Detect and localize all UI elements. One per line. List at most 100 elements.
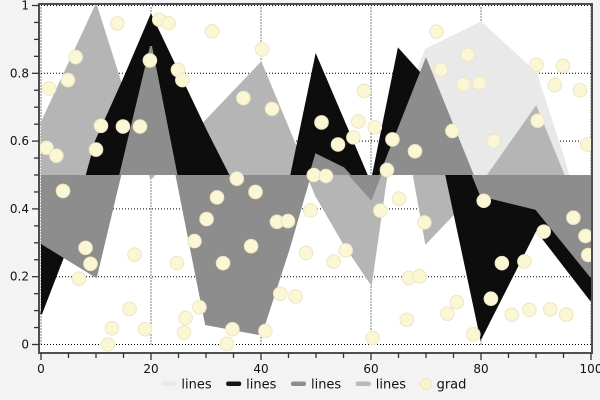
scatter-dot (314, 115, 329, 130)
y-tick-label: 0.4 (10, 202, 29, 216)
scatter-dot (517, 254, 532, 269)
scatter-dot (229, 171, 245, 187)
scatter-dot (280, 213, 296, 229)
scatter-dot (55, 183, 71, 199)
scatter-dot (272, 286, 288, 301)
scatter-dot (161, 15, 176, 31)
scatter-dot (100, 337, 116, 352)
legend-line-marker-0 (161, 381, 177, 386)
legend-label-2: lines (311, 378, 341, 393)
scatter-dot (175, 72, 190, 88)
area-series-0 (41, 22, 591, 260)
scatter-dot (219, 336, 235, 352)
x-tick-label: 0 (37, 362, 45, 376)
scatter-dot (326, 254, 341, 269)
scatter-dot (303, 202, 318, 218)
scatter-dot (137, 321, 153, 337)
x-tick-label: 20 (143, 362, 158, 376)
scatter-dot (579, 137, 592, 152)
scatter-dot (122, 301, 137, 317)
y-tick-label: 1 (21, 0, 29, 13)
scatter-dot (49, 148, 64, 163)
x-tick-label: 100 (580, 362, 600, 376)
scatter-dot (449, 294, 465, 310)
y-tick-label: 0.6 (10, 134, 29, 148)
legend-line-marker-1 (226, 381, 242, 386)
scatter-dot (204, 23, 220, 39)
scatter-dot (536, 224, 552, 239)
scatter-dot (456, 77, 471, 92)
scatter-dot (258, 323, 273, 339)
scatter-dot (530, 113, 545, 129)
scatter-dot (367, 119, 383, 135)
legend-line-marker-3 (355, 381, 371, 386)
scatter-dot (264, 101, 280, 117)
scatter-dot (391, 191, 407, 207)
scatter-dot (127, 247, 142, 262)
legend-label-0: lines (181, 378, 211, 393)
scatter-dot (578, 228, 592, 244)
scatter-dot (476, 193, 492, 209)
scatter-dot (215, 255, 231, 271)
scatter-dot (41, 81, 57, 96)
scatter-dot (460, 47, 476, 62)
scatter-dot (298, 245, 314, 261)
scatter-dot (412, 269, 427, 284)
scatter-dot (407, 143, 423, 159)
scatter-dot (318, 168, 334, 184)
scatter-dot (236, 90, 251, 106)
scatter-dot (555, 58, 571, 74)
scatter-dot (225, 321, 240, 337)
area-series-2 (41, 46, 591, 335)
scatter-dot (132, 119, 148, 134)
scatter-dot (373, 203, 388, 218)
scatter-dot (330, 137, 346, 152)
scatter-dot (78, 240, 93, 256)
scatter-dot (399, 312, 415, 328)
x-tick-label: 60 (363, 362, 378, 376)
x-tick-label: 80 (473, 362, 488, 376)
scatter-dot (306, 167, 322, 183)
series-layer (40, 4, 592, 341)
scatter-dot (433, 62, 449, 78)
scatter-dot (547, 77, 563, 93)
scatter-dot (543, 301, 558, 317)
line-series-2 (40, 45, 592, 336)
scatter-dot (71, 271, 87, 287)
legend-dot-marker-4 (420, 378, 433, 390)
scatter-dot (110, 16, 125, 31)
x-tick-label: 40 (253, 362, 268, 376)
scatter-dot (88, 142, 104, 157)
scatter-dot (199, 211, 214, 227)
scatter-dot (346, 130, 361, 145)
scatter-dot (169, 255, 185, 271)
scatter-dot (429, 24, 444, 39)
scatter-layer (39, 12, 592, 352)
scatter-dot (243, 238, 259, 254)
scatter-dot (254, 42, 270, 57)
scatter-dot (338, 242, 354, 258)
scatter-dot (68, 49, 83, 65)
scatter-dot (445, 123, 460, 139)
scatter-dot (529, 57, 544, 73)
scatter-dot (248, 184, 263, 200)
scatter-dot (187, 233, 202, 249)
scatter-dot (522, 302, 537, 318)
scatter-dot (572, 82, 588, 98)
scatter-dot (494, 255, 510, 271)
scatter-dot (83, 256, 98, 272)
legend-label-4: grad (437, 378, 467, 393)
y-tick-label: 0 (21, 338, 29, 352)
scatter-dot (566, 210, 581, 226)
scatter-dot (115, 119, 131, 134)
scatter-dot (558, 307, 574, 322)
scatter-dot (504, 307, 520, 322)
scatter-dot (93, 118, 109, 134)
scatter-dot (379, 162, 395, 178)
legend-label-1: lines (246, 378, 276, 393)
scatter-dot (385, 132, 400, 147)
scatter-dot (178, 310, 193, 326)
area-series-1 (41, 15, 591, 338)
line-series-1 (40, 13, 592, 341)
